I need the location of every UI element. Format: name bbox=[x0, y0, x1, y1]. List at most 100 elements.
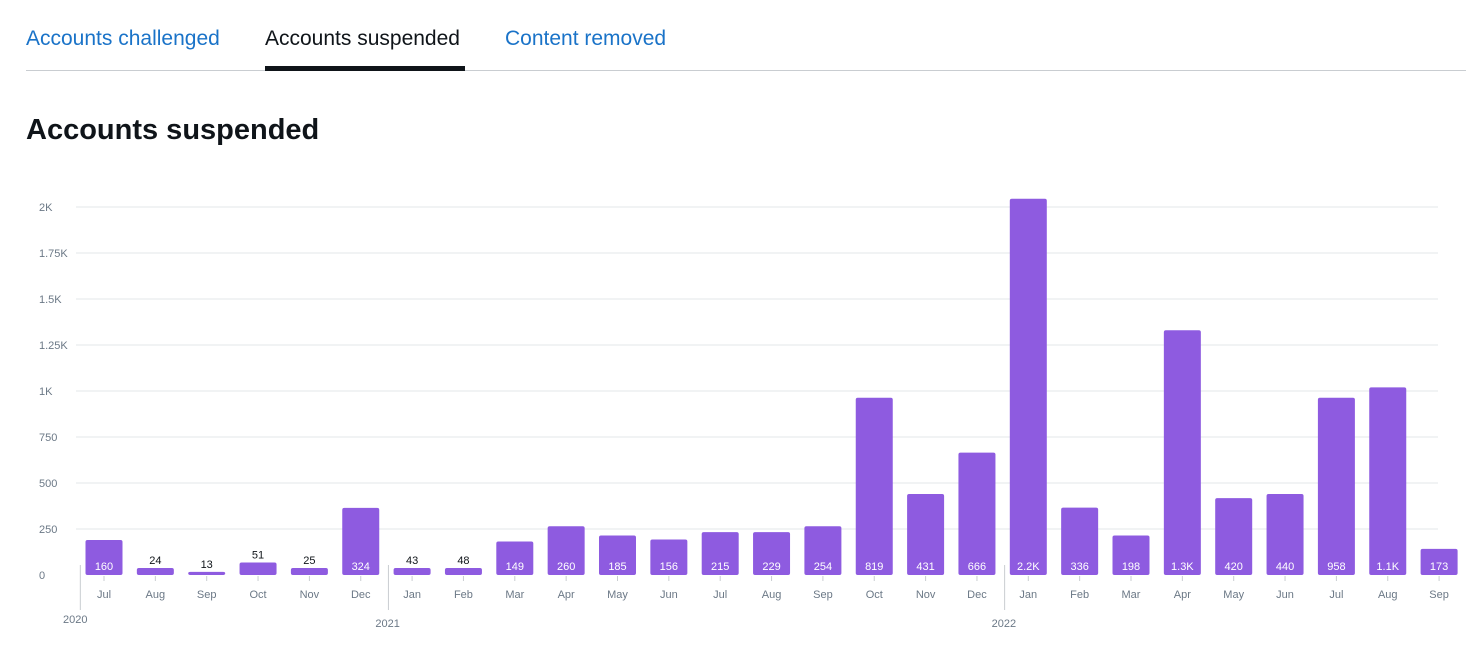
x-tick-label: Jul bbox=[1329, 589, 1343, 601]
bar-data-label: 260 bbox=[557, 561, 575, 573]
x-tick-label: Jun bbox=[1276, 589, 1294, 601]
bar[interactable] bbox=[85, 540, 123, 575]
bar-data-label: 13 bbox=[201, 559, 213, 571]
y-tick-label: 750 bbox=[39, 432, 57, 444]
bar[interactable] bbox=[599, 535, 636, 575]
page-title: Accounts suspended bbox=[26, 114, 320, 146]
x-tick-label: Mar bbox=[1122, 589, 1141, 601]
active-tab-indicator bbox=[265, 66, 465, 71]
x-tick-label: Feb bbox=[1070, 589, 1089, 601]
x-tick-label: Mar bbox=[505, 589, 524, 601]
x-tick-label: Dec bbox=[351, 589, 371, 601]
bar[interactable] bbox=[1061, 507, 1099, 575]
bar[interactable] bbox=[1163, 330, 1201, 575]
x-tick-label: Sep bbox=[813, 589, 833, 601]
bar-data-label: 160 bbox=[95, 561, 113, 573]
bar[interactable] bbox=[958, 452, 996, 575]
bar[interactable] bbox=[1215, 498, 1253, 575]
x-tick-label: Feb bbox=[454, 589, 473, 601]
bar[interactable] bbox=[804, 526, 842, 575]
x-tick-label: Apr bbox=[1174, 589, 1191, 601]
x-tick-label: Jul bbox=[97, 589, 111, 601]
bar-data-label: 958 bbox=[1327, 561, 1345, 573]
bar-data-label: 149 bbox=[506, 561, 524, 573]
bar-data-label: 173 bbox=[1430, 561, 1448, 573]
x-tick-label: Aug bbox=[146, 589, 166, 601]
bar[interactable] bbox=[1317, 397, 1355, 575]
bar-data-label: 324 bbox=[352, 561, 370, 573]
bar-data-label: 156 bbox=[660, 561, 678, 573]
bar[interactable] bbox=[188, 571, 226, 575]
tab-accounts-suspended[interactable]: Accounts suspended bbox=[265, 27, 460, 50]
bar-data-label: 229 bbox=[762, 561, 780, 573]
x-tick-label: May bbox=[1223, 589, 1244, 601]
y-tick-label: 0 bbox=[39, 570, 45, 582]
x-tick-label: Oct bbox=[866, 589, 883, 601]
bar-data-label: 1.3K bbox=[1171, 561, 1194, 573]
bar[interactable] bbox=[1266, 494, 1304, 575]
x-tick-label: Dec bbox=[967, 589, 987, 601]
bar[interactable] bbox=[547, 526, 585, 575]
bar-chart: 0 250 500 750 1K 1.25K 1.5K 1.75K 2K 160 24 13 51 25 3… bbox=[39, 198, 1458, 630]
y-tick-label: 250 bbox=[39, 524, 57, 536]
bar[interactable] bbox=[1369, 387, 1407, 575]
x-tick-label: Jan bbox=[403, 589, 421, 601]
bar[interactable] bbox=[1420, 548, 1458, 575]
bar[interactable] bbox=[496, 541, 534, 575]
bar-data-label: 43 bbox=[406, 555, 418, 567]
bar[interactable] bbox=[342, 507, 380, 575]
bar-data-label: 48 bbox=[457, 555, 469, 567]
bar[interactable] bbox=[290, 568, 328, 575]
bar[interactable] bbox=[239, 562, 277, 575]
x-tick-label: Apr bbox=[558, 589, 575, 601]
x-tick-label: Oct bbox=[249, 589, 266, 601]
bar-data-label: 24 bbox=[149, 555, 161, 567]
bar-data-label: 420 bbox=[1225, 561, 1243, 573]
bar-data-label: 666 bbox=[968, 561, 986, 573]
y-tick-label: 2K bbox=[39, 202, 53, 214]
bar[interactable] bbox=[1112, 535, 1150, 575]
tab-content-removed[interactable]: Content removed bbox=[505, 27, 667, 50]
x-tick-label: Jun bbox=[660, 589, 678, 601]
year-label: 2021 bbox=[375, 618, 399, 630]
x-tick-label: Jul bbox=[713, 589, 727, 601]
bar[interactable] bbox=[136, 568, 174, 575]
y-tick-label: 1K bbox=[39, 386, 53, 398]
tab-accounts-challenged[interactable]: Accounts challenged bbox=[26, 27, 220, 50]
bar-data-label: 51 bbox=[252, 549, 264, 561]
y-tick-label: 500 bbox=[39, 478, 57, 490]
bar[interactable] bbox=[753, 532, 791, 575]
x-tick-label: Sep bbox=[197, 589, 217, 601]
y-tick-label: 1.25K bbox=[39, 340, 68, 352]
bar-data-label: 198 bbox=[1122, 561, 1140, 573]
x-tick-label: Aug bbox=[1378, 589, 1398, 601]
bar[interactable] bbox=[444, 568, 482, 575]
bar-data-label: 185 bbox=[608, 561, 626, 573]
x-tick-label: Nov bbox=[916, 589, 936, 601]
bar-data-label: 215 bbox=[711, 561, 729, 573]
bar-data-label: 25 bbox=[303, 555, 315, 567]
year-label: 2020 bbox=[63, 614, 87, 626]
y-tick-label: 1.5K bbox=[39, 294, 62, 306]
bar[interactable] bbox=[855, 397, 893, 575]
bar-data-label: 431 bbox=[916, 561, 934, 573]
x-tick-label: May bbox=[607, 589, 628, 601]
x-tick-label: Sep bbox=[1429, 589, 1449, 601]
x-tick-label: Nov bbox=[300, 589, 320, 601]
bar-data-label: 254 bbox=[814, 561, 832, 573]
bar-data-label: 1.1K bbox=[1376, 561, 1399, 573]
bar-data-label: 336 bbox=[1070, 561, 1088, 573]
bar-data-label: 819 bbox=[865, 561, 883, 573]
x-tick-label: Jan bbox=[1019, 589, 1037, 601]
bar-data-label: 440 bbox=[1276, 561, 1294, 573]
y-tick-label: 1.75K bbox=[39, 248, 68, 260]
tab-bar: Accounts challenged Accounts suspended C… bbox=[26, 0, 1466, 71]
bar[interactable] bbox=[907, 494, 945, 575]
bar[interactable] bbox=[1009, 198, 1047, 575]
bar[interactable] bbox=[701, 532, 739, 575]
bar[interactable] bbox=[393, 568, 431, 575]
x-tick-label: Aug bbox=[762, 589, 782, 601]
bar-data-label: 2.2K bbox=[1017, 561, 1040, 573]
year-label: 2022 bbox=[992, 618, 1016, 630]
bar[interactable] bbox=[650, 539, 688, 575]
